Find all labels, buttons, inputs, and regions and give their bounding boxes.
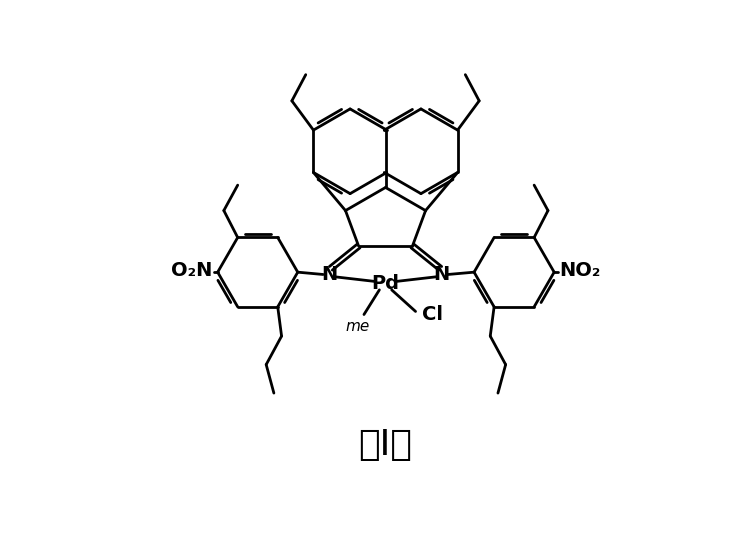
- Text: NO₂: NO₂: [559, 261, 601, 280]
- Text: me: me: [346, 319, 370, 334]
- Text: （I）: （I）: [358, 428, 413, 462]
- Text: O₂N: O₂N: [171, 261, 212, 280]
- Text: N: N: [322, 265, 337, 284]
- Text: Pd: Pd: [371, 274, 400, 293]
- Text: Cl: Cl: [422, 305, 443, 324]
- Text: N: N: [434, 265, 450, 284]
